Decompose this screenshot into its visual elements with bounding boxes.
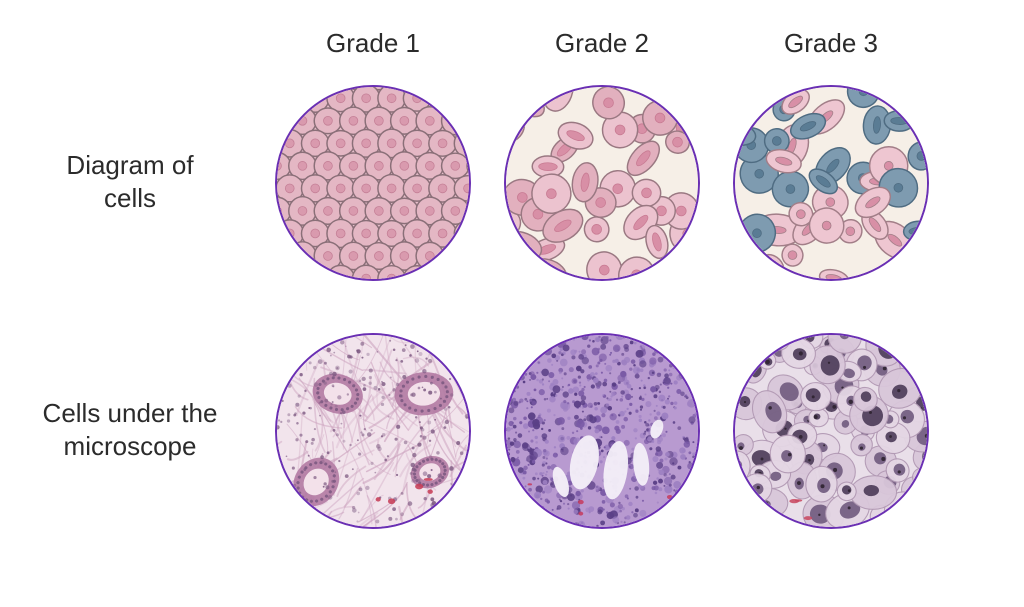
tile-diagram_g3	[733, 85, 929, 281]
tile-microscope_g3	[733, 333, 929, 529]
tile-diagram_g2	[504, 85, 700, 281]
row-label-microscope: Cells under themicroscope	[20, 397, 240, 462]
tile-microscope_g2	[504, 333, 700, 529]
tile-microscope_g1	[275, 333, 471, 529]
column-header-g1: Grade 1	[265, 28, 481, 59]
tile-diagram_g1	[275, 85, 471, 281]
column-header-g3: Grade 3	[723, 28, 939, 59]
column-header-g2: Grade 2	[494, 28, 710, 59]
row-label-diagram: Diagram ofcells	[20, 149, 240, 214]
